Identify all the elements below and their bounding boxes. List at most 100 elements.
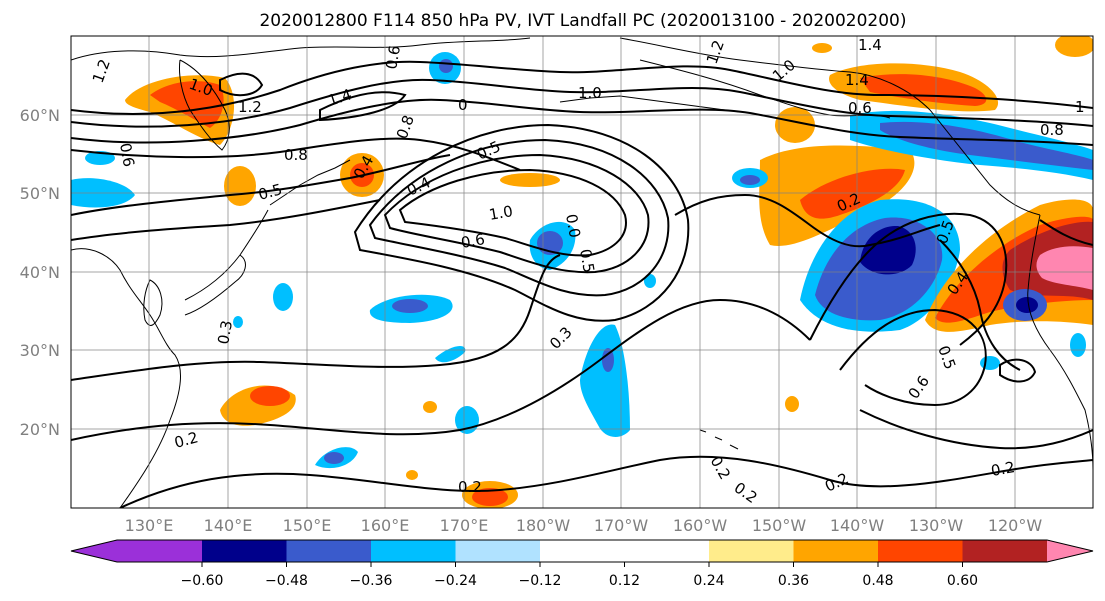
shade-negative-california-core bbox=[1016, 297, 1038, 313]
colorbar-tick-label-10: 0.60 bbox=[947, 573, 978, 589]
shade-positive-top-right bbox=[1055, 36, 1093, 57]
colorbar-segment-11 bbox=[962, 540, 1047, 562]
shade-positive-small-c bbox=[406, 470, 418, 480]
colorbar-extend-max bbox=[1047, 540, 1093, 562]
colorbar-segment-4 bbox=[371, 540, 456, 562]
contour-label-9: 1.0 bbox=[488, 202, 515, 224]
shade-negative-small-d-core bbox=[740, 175, 760, 185]
shade-positive-west-coast-peak bbox=[1036, 246, 1093, 290]
coast-korea bbox=[143, 279, 163, 326]
contour-14 bbox=[939, 239, 1021, 371]
colorbar-tick-label-9: 0.48 bbox=[862, 573, 893, 589]
lon-label-130w: 130°W bbox=[909, 516, 964, 535]
shade-negative-japan-east bbox=[273, 283, 293, 311]
colorbar-tick-label-5: −0.12 bbox=[519, 573, 562, 589]
colorbar: −0.60 −0.48 −0.36 −0.24 −0.12 0.12 0.24 … bbox=[70, 539, 1094, 589]
contour-label-18: 0.2 bbox=[458, 478, 482, 496]
contour-jet-1 bbox=[398, 168, 627, 257]
shade-positive-small-a bbox=[423, 401, 437, 413]
colorbar-tick-labels: −0.60 −0.48 −0.36 −0.24 −0.12 0.12 0.24 … bbox=[181, 573, 979, 589]
colorbar-extend-min bbox=[71, 540, 117, 562]
contour-15 bbox=[999, 358, 1037, 383]
contour-jet-2 bbox=[383, 153, 650, 274]
lon-label-180w: 180°W bbox=[516, 516, 571, 535]
shade-negative-alaska-core bbox=[880, 121, 1093, 170]
coast-alaska bbox=[619, 37, 1041, 216]
contour-label-35: 0.6 bbox=[382, 44, 404, 71]
shade-negative-subtropics-south-core bbox=[324, 452, 344, 464]
shade-negative-small-c bbox=[980, 356, 1000, 370]
colorbar-tick-label-1: −0.60 bbox=[181, 573, 224, 589]
contour-label-7: 0.5 bbox=[256, 180, 284, 204]
contour-label-38: 0.0 bbox=[562, 213, 584, 240]
coastlines bbox=[71, 37, 1093, 508]
contour-label-23: 1.4 bbox=[858, 36, 882, 54]
shade-positive-subtropics-west-core bbox=[250, 386, 290, 406]
coast-hawaii bbox=[699, 429, 739, 450]
shade-positive-gulf-alaska-core bbox=[800, 168, 905, 219]
contour-jet-4 bbox=[353, 123, 690, 322]
colorbar-ticks bbox=[201, 562, 963, 567]
shade-positive-hawaii-south-core bbox=[472, 488, 508, 506]
lon-label-160e: 160°E bbox=[361, 516, 410, 535]
latitude-labels: 60°N 50°N 40°N 30°N 20°N bbox=[20, 106, 60, 439]
lon-label-160w: 160°W bbox=[673, 516, 728, 535]
colorbar-segment-3 bbox=[286, 540, 371, 562]
colorbar-segment-5 bbox=[455, 540, 540, 562]
shade-negative-subtropics-mid-core bbox=[392, 299, 428, 313]
colorbar-tick-label-4: −0.24 bbox=[434, 573, 477, 589]
contour-label-27: 0.6 bbox=[848, 99, 872, 117]
lon-label-140w: 140°W bbox=[830, 516, 885, 535]
contour-7 bbox=[71, 254, 561, 381]
shade-positive-japan-north bbox=[224, 166, 256, 206]
contour-label-14: 0.5 bbox=[576, 248, 598, 275]
pv-contours bbox=[71, 60, 1093, 508]
colorbar-segment-8 bbox=[709, 540, 794, 562]
contour-label-26: 1.4 bbox=[845, 71, 869, 89]
shade-negative-okhotsk-core bbox=[439, 59, 453, 73]
shade-positive-small-b bbox=[785, 396, 799, 412]
lat-label-60n: 60°N bbox=[20, 106, 60, 125]
contour-18 bbox=[319, 91, 407, 122]
colorbar-segment-1 bbox=[117, 540, 202, 562]
colorbar-segment-2 bbox=[202, 540, 287, 562]
lat-label-50n: 50°N bbox=[20, 184, 60, 203]
contour-2 bbox=[71, 78, 1093, 128]
colorbar-segment-7 bbox=[624, 540, 709, 562]
map-panel: 1.2 1.0 1.2 1.4 0.8 0.6 0.5 0.4 1.0 0.6 … bbox=[70, 35, 1094, 509]
colorbar-tick-label-7: 0.24 bbox=[693, 573, 724, 589]
contour-label-13: 0 bbox=[458, 96, 468, 114]
colorbar-tick-label-8: 0.36 bbox=[778, 573, 809, 589]
colorbar-segment-9 bbox=[793, 540, 878, 562]
contour-label-10: 0.6 bbox=[460, 230, 487, 252]
contour-8 bbox=[71, 298, 811, 441]
shade-negative-small-a bbox=[233, 316, 243, 328]
longitude-labels: 130°E 140°E 150°E 160°E 170°E 180°W 170°… bbox=[125, 516, 1043, 535]
contour-12 bbox=[839, 308, 987, 407]
contour-label-22: 0.2 bbox=[990, 458, 1017, 480]
lat-label-40n: 40°N bbox=[20, 263, 60, 282]
contour-label-25: 1.0 bbox=[578, 84, 602, 102]
coast-japan bbox=[184, 209, 269, 316]
shade-negative-small-e bbox=[644, 274, 656, 288]
contour-5 bbox=[71, 154, 451, 216]
lon-label-150e: 150°E bbox=[283, 516, 332, 535]
shading-layer bbox=[71, 36, 1093, 508]
lat-label-20n: 20°N bbox=[20, 420, 60, 439]
colorbar-tick-label-3: −0.36 bbox=[350, 573, 393, 589]
coast-asia-east bbox=[71, 248, 181, 508]
colorbar-tick-label-2: −0.48 bbox=[265, 573, 308, 589]
lon-label-170e: 170°E bbox=[440, 516, 489, 535]
coast-aleutians bbox=[559, 95, 741, 113]
gridlines bbox=[71, 36, 1093, 508]
lon-label-120w: 120°W bbox=[988, 516, 1043, 535]
lat-label-30n: 30°N bbox=[20, 341, 60, 360]
contour-3 bbox=[71, 98, 1093, 146]
contour-label-17: 0.2 bbox=[172, 428, 200, 452]
lon-label-170w: 170°W bbox=[594, 516, 649, 535]
lon-label-140e: 140°E bbox=[204, 516, 253, 535]
lon-label-150w: 150°W bbox=[752, 516, 807, 535]
contour-13 bbox=[859, 409, 1093, 450]
contour-label-33: 1 bbox=[1075, 98, 1085, 116]
